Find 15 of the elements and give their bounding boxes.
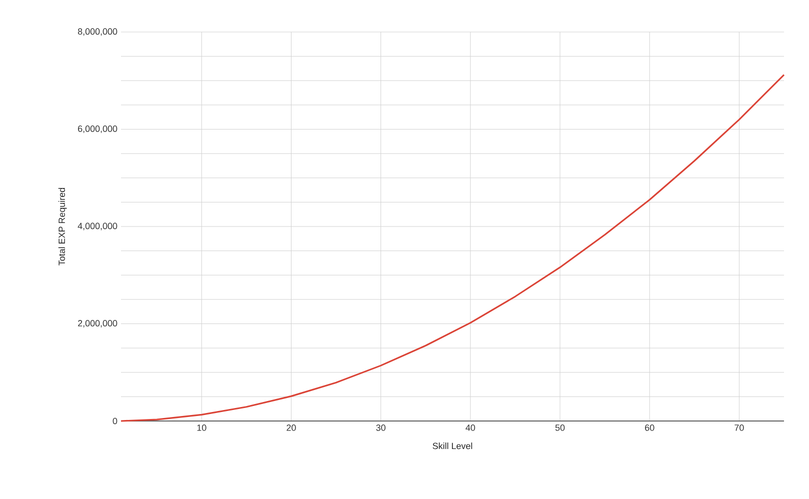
- y-tick-label: 0: [112, 418, 118, 424]
- x-tick-label: 40: [466, 424, 476, 431]
- x-tick-label: 20: [286, 424, 296, 431]
- x-tick-label: 70: [734, 424, 744, 431]
- x-tick-label: 50: [555, 424, 565, 431]
- line-series: [120, 74, 785, 422]
- y-tick-label: 4,000,000: [78, 222, 118, 230]
- y-axis-title: Total EXP Required: [58, 188, 67, 266]
- y-tick-label: 2,000,000: [78, 320, 118, 328]
- x-axis-title: Skill Level: [432, 442, 472, 450]
- x-tick-label: 30: [376, 424, 386, 431]
- y-tick-label: 8,000,000: [78, 28, 118, 36]
- y-tick-label: 6,000,000: [78, 126, 118, 133]
- x-tick-label: 10: [197, 424, 206, 431]
- x-tick-label: 60: [645, 424, 654, 431]
